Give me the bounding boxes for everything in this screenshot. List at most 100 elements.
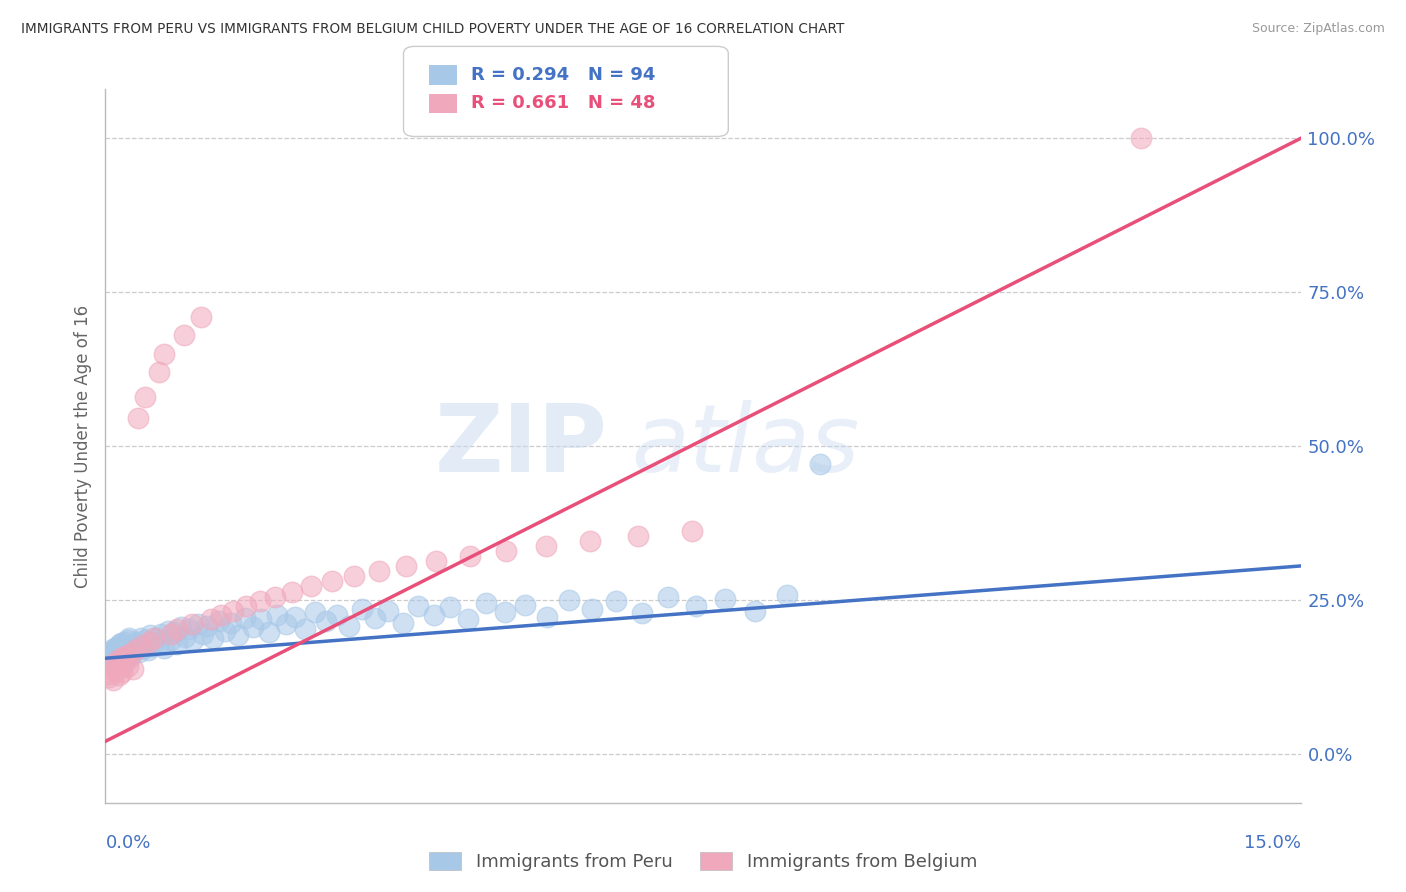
- Point: [364, 611, 387, 625]
- Point: [117, 632, 139, 647]
- Point: [299, 579, 322, 593]
- Point: [744, 604, 766, 618]
- Point: [100, 649, 122, 664]
- Point: [111, 639, 134, 653]
- Point: [127, 634, 149, 648]
- Point: [107, 639, 129, 653]
- Point: [105, 643, 128, 657]
- Point: [166, 623, 188, 637]
- Point: [139, 628, 162, 642]
- Point: [494, 605, 516, 619]
- Point: [129, 631, 153, 645]
- Text: R = 0.661   N = 48: R = 0.661 N = 48: [471, 95, 655, 112]
- Point: [159, 632, 181, 647]
- Point: [118, 631, 141, 645]
- Point: [153, 347, 176, 361]
- Point: [281, 584, 304, 599]
- Point: [112, 656, 135, 670]
- Point: [101, 654, 124, 668]
- Point: [181, 632, 204, 647]
- Point: [110, 636, 132, 650]
- Point: [249, 594, 271, 608]
- Point: [681, 524, 703, 538]
- Point: [1130, 131, 1153, 145]
- Point: [630, 607, 652, 621]
- Point: [209, 608, 232, 623]
- Point: [98, 647, 121, 661]
- Point: [406, 599, 429, 613]
- Point: [367, 565, 389, 579]
- Point: [101, 673, 124, 687]
- Point: [98, 670, 121, 684]
- Point: [121, 647, 143, 661]
- Point: [326, 608, 349, 623]
- Point: [264, 590, 287, 604]
- Point: [127, 411, 149, 425]
- Text: atlas: atlas: [631, 401, 859, 491]
- Point: [579, 533, 602, 548]
- Point: [128, 645, 150, 659]
- Point: [115, 642, 138, 657]
- Point: [132, 640, 155, 655]
- Point: [111, 665, 134, 680]
- Point: [107, 653, 129, 667]
- Point: [143, 631, 166, 645]
- Point: [315, 615, 337, 629]
- Point: [657, 590, 679, 604]
- Point: [170, 620, 193, 634]
- Point: [107, 654, 129, 668]
- Point: [101, 645, 124, 659]
- Point: [191, 626, 214, 640]
- Point: [284, 610, 307, 624]
- Point: [98, 651, 121, 665]
- Point: [274, 617, 297, 632]
- Point: [197, 618, 219, 632]
- Point: [129, 639, 153, 653]
- Text: 15.0%: 15.0%: [1243, 834, 1301, 852]
- Point: [104, 651, 127, 665]
- Point: [515, 598, 537, 612]
- Point: [294, 623, 316, 637]
- Point: [808, 458, 831, 472]
- Point: [163, 624, 186, 639]
- Point: [115, 648, 138, 662]
- Point: [117, 651, 139, 665]
- Point: [233, 611, 256, 625]
- Point: [134, 390, 156, 404]
- Point: [304, 605, 326, 619]
- Point: [124, 643, 146, 657]
- Point: [156, 624, 179, 638]
- Point: [112, 649, 135, 664]
- Point: [534, 539, 557, 553]
- Point: [97, 666, 120, 681]
- Point: [221, 616, 243, 631]
- Point: [202, 631, 225, 645]
- Point: [103, 642, 125, 657]
- Point: [457, 612, 479, 626]
- Point: [159, 626, 181, 640]
- Point: [350, 602, 373, 616]
- Point: [117, 658, 139, 673]
- Point: [395, 558, 418, 573]
- Text: ZIP: ZIP: [434, 400, 607, 492]
- Text: R = 0.294   N = 94: R = 0.294 N = 94: [471, 66, 655, 84]
- Point: [136, 643, 159, 657]
- Point: [605, 594, 627, 608]
- Point: [120, 643, 142, 657]
- Point: [120, 647, 142, 661]
- Point: [124, 642, 146, 657]
- Point: [114, 634, 136, 648]
- Point: [222, 604, 245, 618]
- Point: [190, 310, 212, 324]
- Point: [103, 657, 125, 672]
- Point: [145, 631, 167, 645]
- Point: [391, 616, 413, 631]
- Point: [422, 608, 444, 623]
- Point: [181, 617, 204, 632]
- Point: [207, 615, 229, 629]
- Point: [214, 624, 236, 638]
- Point: [108, 668, 131, 682]
- Point: [104, 640, 127, 655]
- Point: [257, 624, 280, 639]
- Point: [174, 630, 197, 644]
